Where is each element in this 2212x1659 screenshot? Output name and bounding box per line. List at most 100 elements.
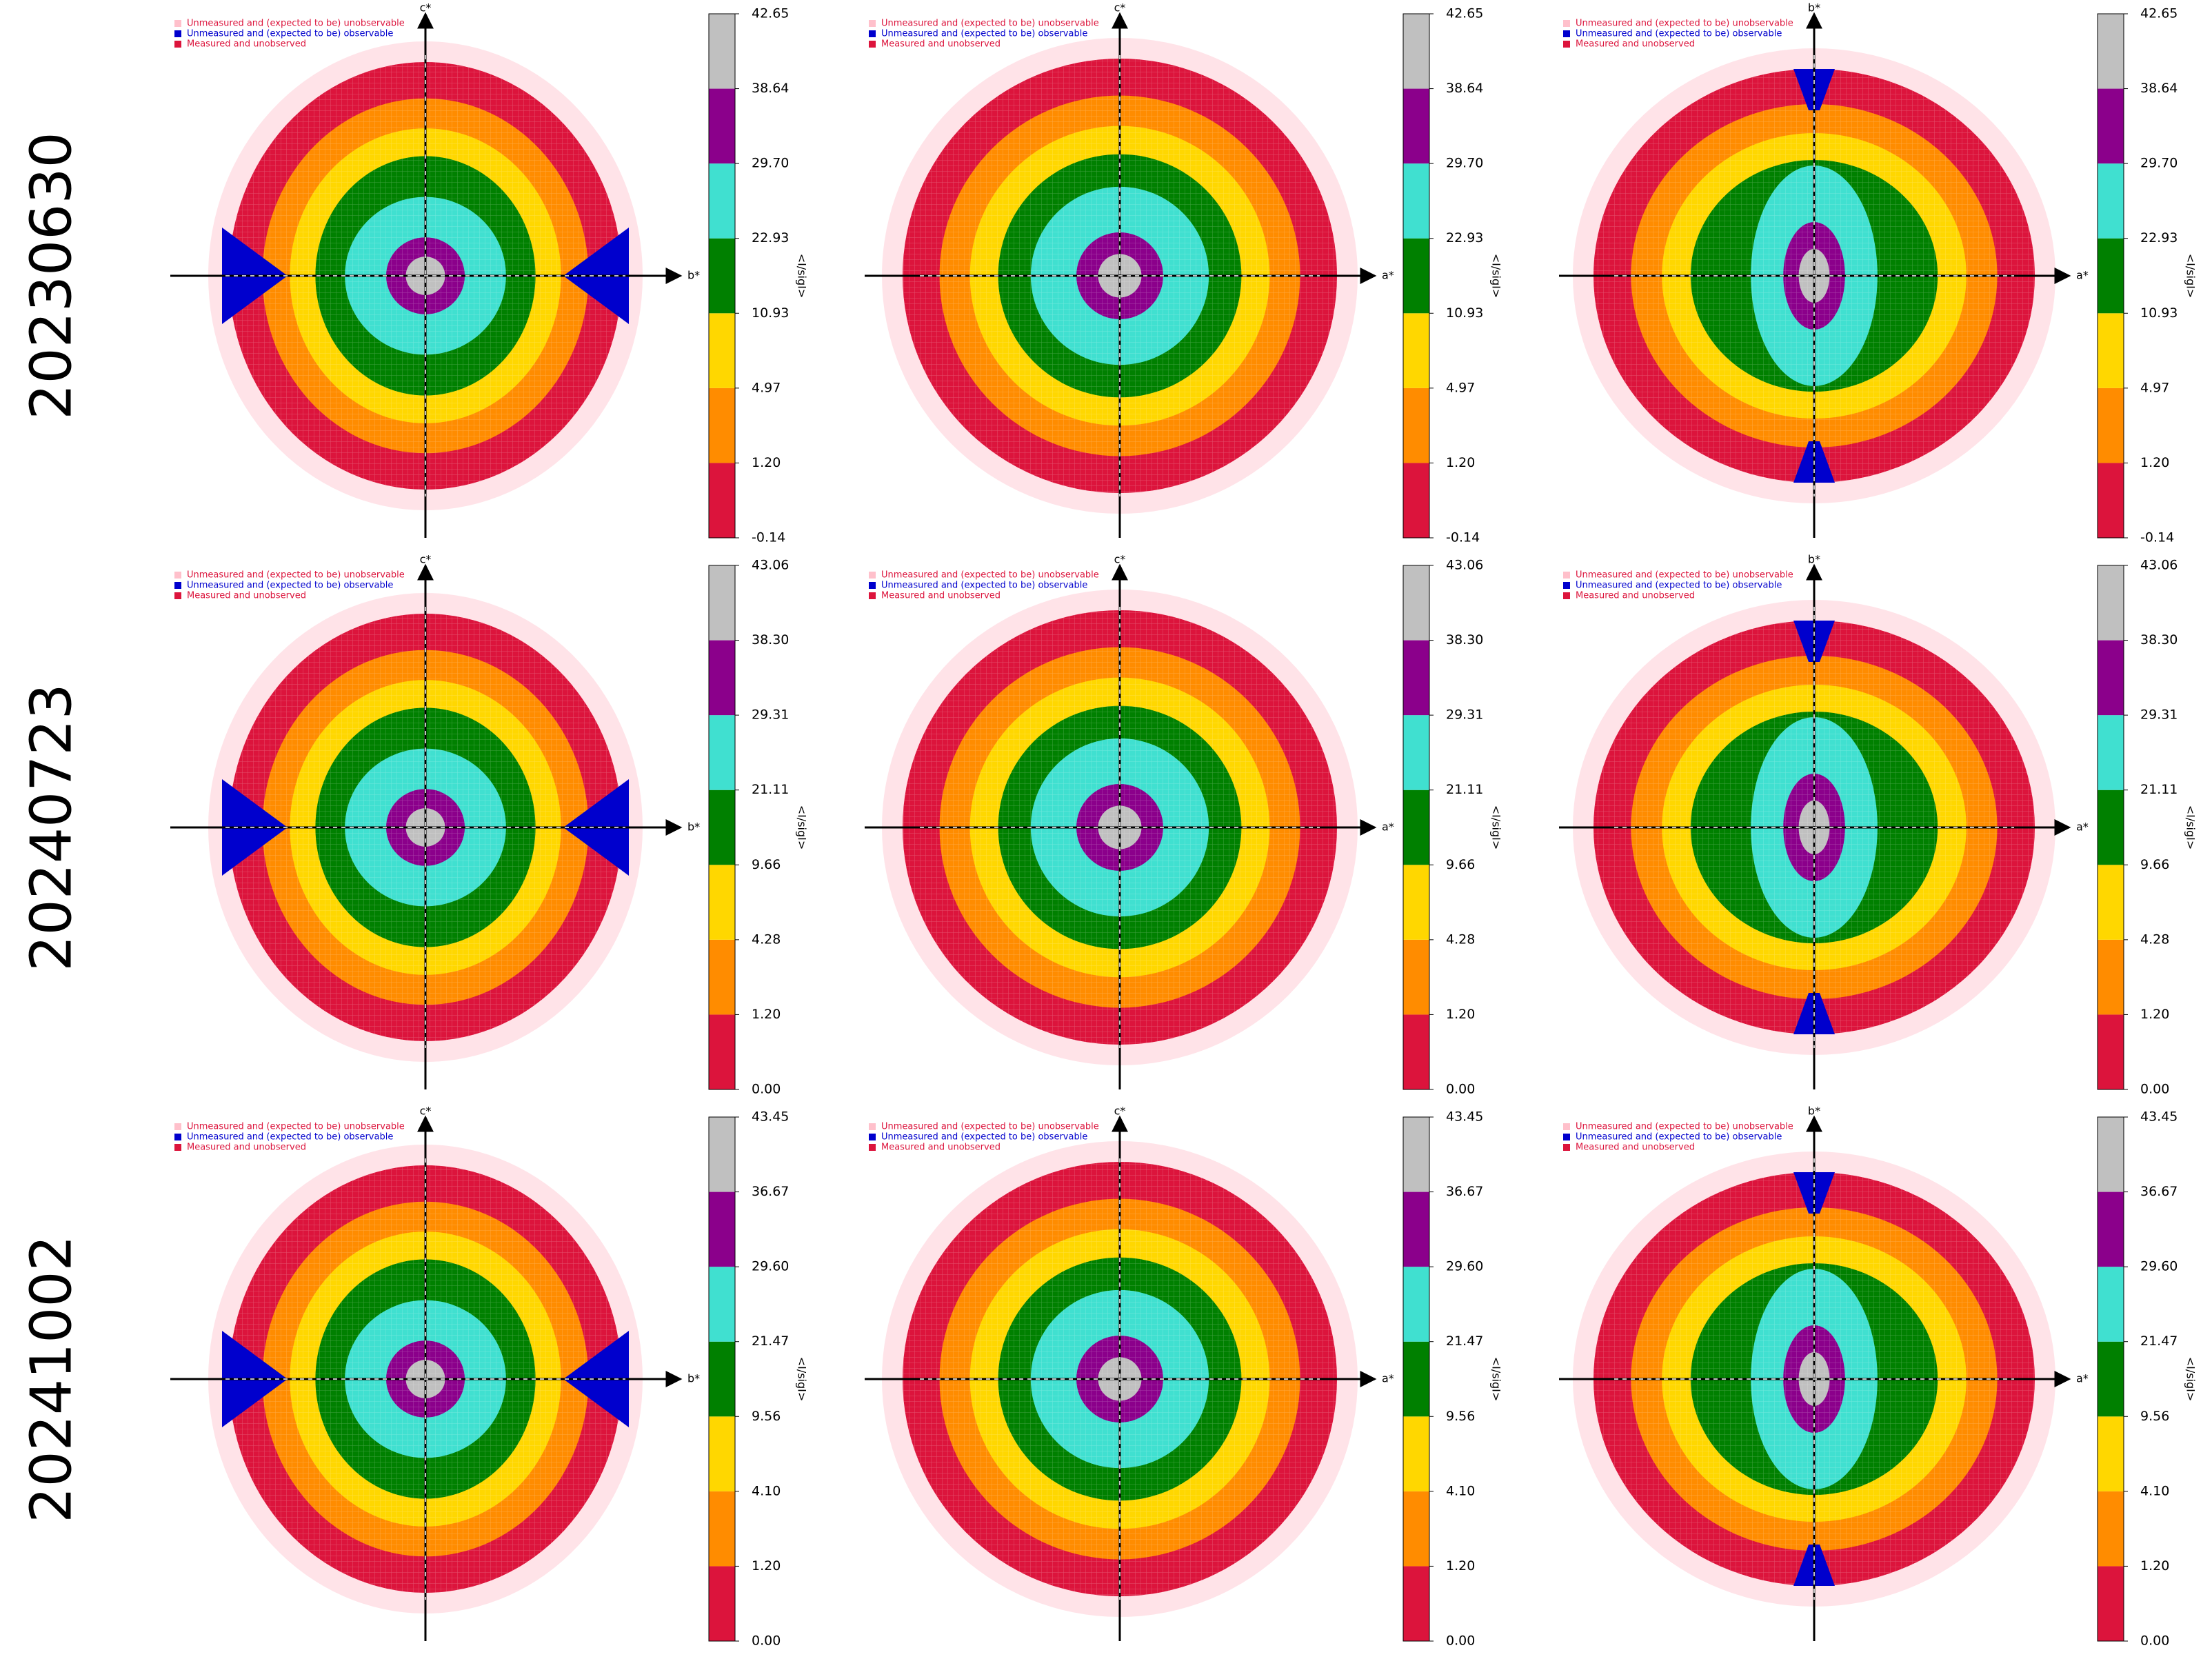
colorbar-label: <I/sigI> bbox=[1490, 254, 1503, 299]
legend-marker bbox=[1563, 20, 1570, 27]
legend-label: Unmeasured and (expected to be) observab… bbox=[1576, 581, 1782, 591]
colorbar-frame bbox=[708, 13, 736, 539]
horizontal-axis-label: a* bbox=[1382, 821, 1394, 834]
colorbar-tick-label: 21.11 bbox=[2140, 782, 2178, 797]
colorbar-tick-label: 21.47 bbox=[2140, 1334, 2178, 1349]
colorbar-tick-label: 4.10 bbox=[1446, 1483, 1475, 1498]
colorbar-segment bbox=[2098, 939, 2124, 1015]
colorbar-segment bbox=[709, 865, 735, 940]
colorbar-segment bbox=[709, 88, 735, 164]
horizontal-axis-label: b* bbox=[687, 269, 700, 282]
colorbar-frame bbox=[708, 565, 736, 1090]
colorbar-tick-label: 1.20 bbox=[752, 1007, 781, 1022]
colorbar-segment bbox=[1403, 1117, 1429, 1192]
horizontal-axis-label: a* bbox=[1382, 269, 1394, 282]
colorbar-tick-label: 4.10 bbox=[2140, 1483, 2169, 1498]
legend-marker bbox=[869, 592, 876, 599]
colorbar-segment bbox=[2098, 313, 2124, 388]
colorbar-segment bbox=[1403, 1014, 1429, 1089]
vertical-axis-label: c* bbox=[420, 1105, 432, 1118]
colorbar-tick-label: 22.93 bbox=[752, 230, 789, 245]
colorbar-tick-label: 21.11 bbox=[752, 782, 789, 797]
legend-marker bbox=[1563, 1144, 1570, 1151]
legend-label: Unmeasured and (expected to be) unobserv… bbox=[187, 1122, 405, 1132]
colorbar-segment bbox=[2098, 1267, 2124, 1342]
colorbar-tick-label: 29.31 bbox=[1446, 707, 1483, 723]
colorbar-frame bbox=[2097, 1116, 2124, 1642]
colorbar-segment bbox=[2098, 463, 2124, 538]
colorbar-tick-label: 9.56 bbox=[1446, 1409, 1475, 1424]
colorbar-segment bbox=[709, 238, 735, 314]
legend-label: Unmeasured and (expected to be) observab… bbox=[881, 1132, 1087, 1143]
colorbar-tick-label: 38.30 bbox=[2140, 632, 2178, 647]
colorbar-label: <I/sigI> bbox=[796, 805, 809, 850]
colorbar-segment bbox=[709, 565, 735, 641]
vertical-axis-label: c* bbox=[1114, 1105, 1126, 1118]
colorbar-tick-label: 29.60 bbox=[1446, 1259, 1483, 1274]
legend-marker bbox=[1563, 572, 1570, 579]
legend-marker bbox=[174, 582, 181, 589]
colorbar-tick-label: 0.00 bbox=[2140, 1082, 2169, 1097]
legend-marker bbox=[174, 41, 181, 48]
legend-label: Measured and unobserved bbox=[881, 1143, 1001, 1153]
colorbar-frame bbox=[708, 1116, 736, 1642]
legend-marker bbox=[174, 572, 181, 579]
colorbar-tick-label: 42.65 bbox=[752, 6, 789, 21]
colorbar-segment bbox=[709, 1267, 735, 1342]
colorbar-tick-label: 1.20 bbox=[752, 1558, 781, 1573]
colorbar-segment bbox=[2098, 238, 2124, 314]
colorbar-tick-label: 22.93 bbox=[1446, 230, 1483, 245]
colorbar-frame bbox=[1402, 1116, 1430, 1642]
colorbar-tick-label: 4.28 bbox=[752, 932, 781, 947]
colorbar-segment bbox=[709, 1014, 735, 1089]
colorbar-segment bbox=[709, 313, 735, 388]
panel: b* c* Unmeasured and (expected to be) unob… bbox=[170, 1, 809, 545]
vertical-axis-label: c* bbox=[420, 1, 432, 14]
colorbar-segment bbox=[1403, 88, 1429, 164]
colorbar-tick-label: 4.97 bbox=[2140, 380, 2169, 395]
colorbar-segment bbox=[2098, 1014, 2124, 1089]
colorbar-tick-label: 10.93 bbox=[2140, 305, 2178, 321]
colorbar-tick-label: 43.06 bbox=[1446, 558, 1483, 573]
colorbar-tick-label: -0.14 bbox=[2140, 530, 2174, 545]
colorbar-segment bbox=[709, 1566, 735, 1641]
row-label: 20240723 bbox=[19, 683, 84, 971]
colorbar-segment bbox=[2098, 790, 2124, 865]
legend-label: Unmeasured and (expected to be) unobserv… bbox=[881, 570, 1099, 581]
legend-marker bbox=[869, 20, 876, 27]
legend-marker bbox=[1563, 1123, 1570, 1130]
panel: a* c* Unmeasured and (expected to be) unob… bbox=[865, 1, 1503, 545]
panel: a* b* Unmeasured and (expected to be) unob… bbox=[1559, 553, 2198, 1097]
vertical-axis-label: c* bbox=[1114, 553, 1126, 566]
legend-label: Unmeasured and (expected to be) observab… bbox=[187, 29, 393, 39]
colorbar-segment bbox=[1403, 313, 1429, 388]
colorbar-label: <I/sigI> bbox=[2184, 254, 2198, 299]
colorbar-tick-label: 42.65 bbox=[2140, 6, 2178, 21]
colorbar-segment bbox=[709, 14, 735, 89]
colorbar-tick-label: 0.00 bbox=[2140, 1633, 2169, 1649]
legend-label: Unmeasured and (expected to be) observab… bbox=[1576, 1132, 1782, 1143]
colorbar-segment bbox=[1403, 1267, 1429, 1342]
colorbar-tick-label: 0.00 bbox=[1446, 1633, 1475, 1649]
panel: a* b* Unmeasured and (expected to be) unob… bbox=[1559, 1105, 2198, 1649]
legend-label: Unmeasured and (expected to be) unobserv… bbox=[881, 19, 1099, 29]
colorbar-tick-label: 36.67 bbox=[752, 1184, 789, 1199]
legend-marker bbox=[869, 1144, 876, 1151]
horizontal-axis-label: a* bbox=[1382, 1372, 1394, 1385]
colorbar-frame bbox=[1402, 13, 1430, 539]
colorbar-frame bbox=[1402, 565, 1430, 1090]
legend-marker bbox=[869, 1134, 876, 1140]
colorbar-tick-label: 1.20 bbox=[2140, 455, 2169, 470]
colorbar-segment bbox=[1403, 1192, 1429, 1267]
colorbar-segment bbox=[1403, 640, 1429, 716]
legend-marker bbox=[1563, 592, 1570, 599]
colorbar-tick-label: 29.31 bbox=[2140, 707, 2178, 723]
colorbar-segment bbox=[1403, 388, 1429, 463]
legend-label: Measured and unobserved bbox=[1576, 39, 1695, 50]
colorbar-segment bbox=[1403, 238, 1429, 314]
row-label: 20241002 bbox=[19, 1235, 84, 1522]
legend-label: Unmeasured and (expected to be) unobserv… bbox=[1576, 1122, 1793, 1132]
horizontal-axis-label: a* bbox=[2076, 269, 2089, 282]
colorbar-tick-label: 0.00 bbox=[752, 1082, 781, 1097]
vertical-axis-label: c* bbox=[420, 553, 432, 566]
